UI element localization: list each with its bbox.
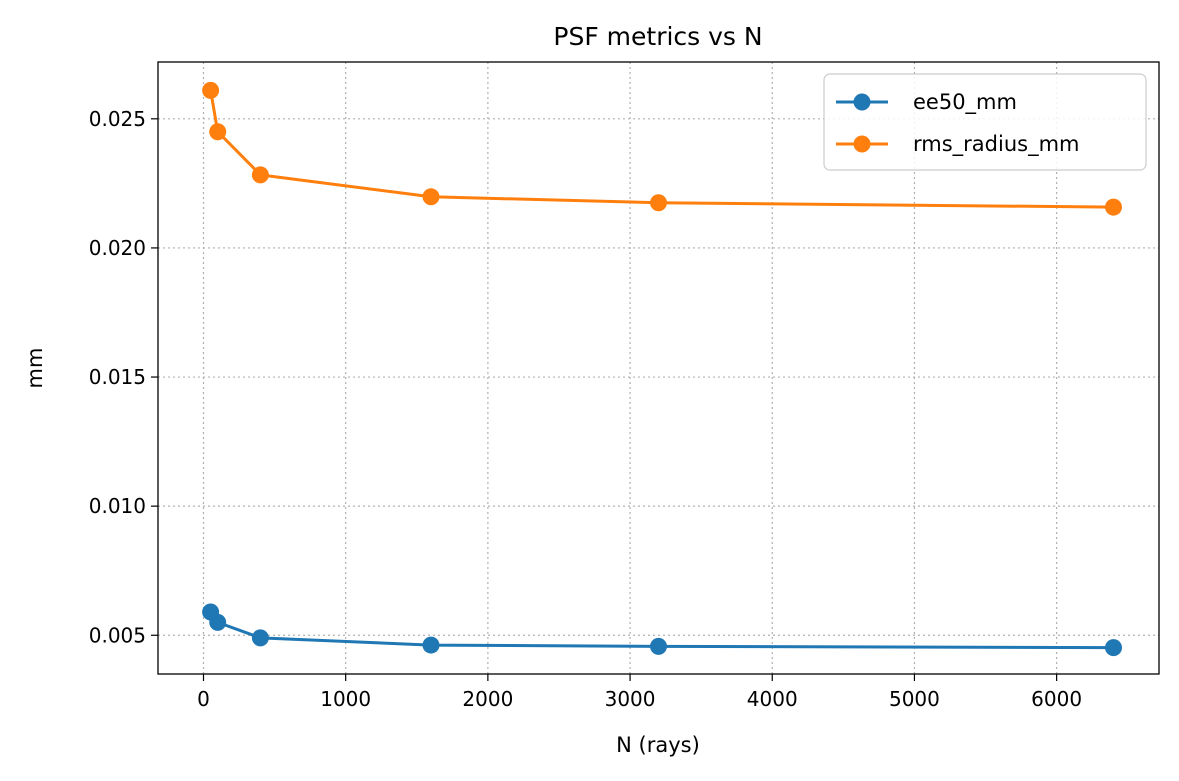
- data-point: [650, 194, 667, 212]
- data-point: [422, 636, 440, 654]
- legend-label: ee50_mm: [913, 90, 1017, 115]
- data-point: [209, 613, 227, 631]
- y-tick-label: 0.015: [89, 365, 146, 389]
- chart-title: PSF metrics vs N: [553, 22, 762, 51]
- data-point: [209, 123, 227, 141]
- y-tick-label: 0.025: [89, 107, 146, 131]
- data-point: [650, 637, 667, 655]
- y-tick-label: 0.020: [89, 236, 146, 260]
- legend: ee50_mm rms_radius_mm: [823, 73, 1147, 171]
- legend-marker: [853, 135, 871, 153]
- series-layer: [202, 81, 1122, 657]
- x-axis-label: N (rays): [616, 733, 700, 757]
- grid-lines: [158, 62, 1159, 674]
- legend-box: [823, 73, 1147, 171]
- data-point: [251, 166, 269, 184]
- data-point: [251, 629, 269, 647]
- data-point: [1105, 639, 1122, 657]
- y-tick-label: 0.005: [89, 623, 146, 647]
- x-tick-label: 4000: [747, 687, 798, 711]
- x-tick-label: 2000: [462, 687, 513, 711]
- data-point: [1105, 198, 1122, 216]
- x-tick-label: 3000: [605, 687, 656, 711]
- y-tick-label: 0.010: [89, 494, 146, 518]
- x-tick-label: 5000: [889, 687, 940, 711]
- legend-marker: [853, 93, 871, 111]
- x-tick-label: 0: [197, 687, 210, 711]
- data-point: [202, 81, 220, 99]
- x-tick-label: 6000: [1031, 687, 1082, 711]
- series-ee50_mm: [202, 603, 1122, 657]
- data-point: [422, 188, 440, 206]
- plot-frame: [157, 61, 1160, 675]
- series-rms_radius_mm: [202, 81, 1122, 216]
- axis-ticks: 0 1000 2000 3000 4000 5000 6000 0.005 0.010 0.015…: [89, 107, 1082, 711]
- x-tick-label: 1000: [320, 687, 371, 711]
- legend-label: rms_radius_mm: [913, 132, 1080, 157]
- y-axis-label: mm: [23, 348, 47, 389]
